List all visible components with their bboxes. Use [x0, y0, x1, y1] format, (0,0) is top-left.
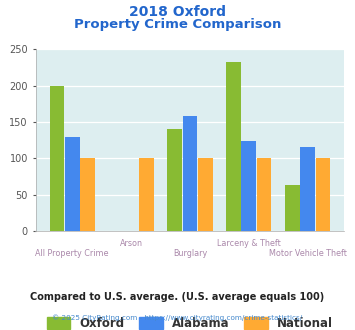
Text: All Property Crime: All Property Crime: [36, 249, 109, 258]
Text: 2018 Oxford: 2018 Oxford: [129, 5, 226, 19]
Bar: [316, 158, 330, 231]
Text: Compared to U.S. average. (U.S. average equals 100): Compared to U.S. average. (U.S. average …: [31, 292, 324, 302]
Bar: [139, 158, 154, 231]
Bar: [257, 158, 272, 231]
Text: Arson: Arson: [120, 239, 143, 248]
Text: © 2025 CityRating.com - https://www.cityrating.com/crime-statistics/: © 2025 CityRating.com - https://www.city…: [53, 314, 302, 321]
Bar: [198, 158, 213, 231]
Bar: [226, 62, 241, 231]
Bar: [167, 129, 182, 231]
Bar: [300, 147, 315, 231]
Bar: [241, 141, 256, 231]
Bar: [80, 158, 95, 231]
Text: Motor Vehicle Theft: Motor Vehicle Theft: [269, 249, 346, 258]
Bar: [182, 116, 197, 231]
Bar: [65, 137, 80, 231]
Text: Larceny & Theft: Larceny & Theft: [217, 239, 281, 248]
Text: Burglary: Burglary: [173, 249, 207, 258]
Legend: Oxford, Alabama, National: Oxford, Alabama, National: [43, 313, 337, 330]
Bar: [50, 86, 64, 231]
Bar: [285, 185, 300, 231]
Text: Property Crime Comparison: Property Crime Comparison: [74, 18, 281, 31]
